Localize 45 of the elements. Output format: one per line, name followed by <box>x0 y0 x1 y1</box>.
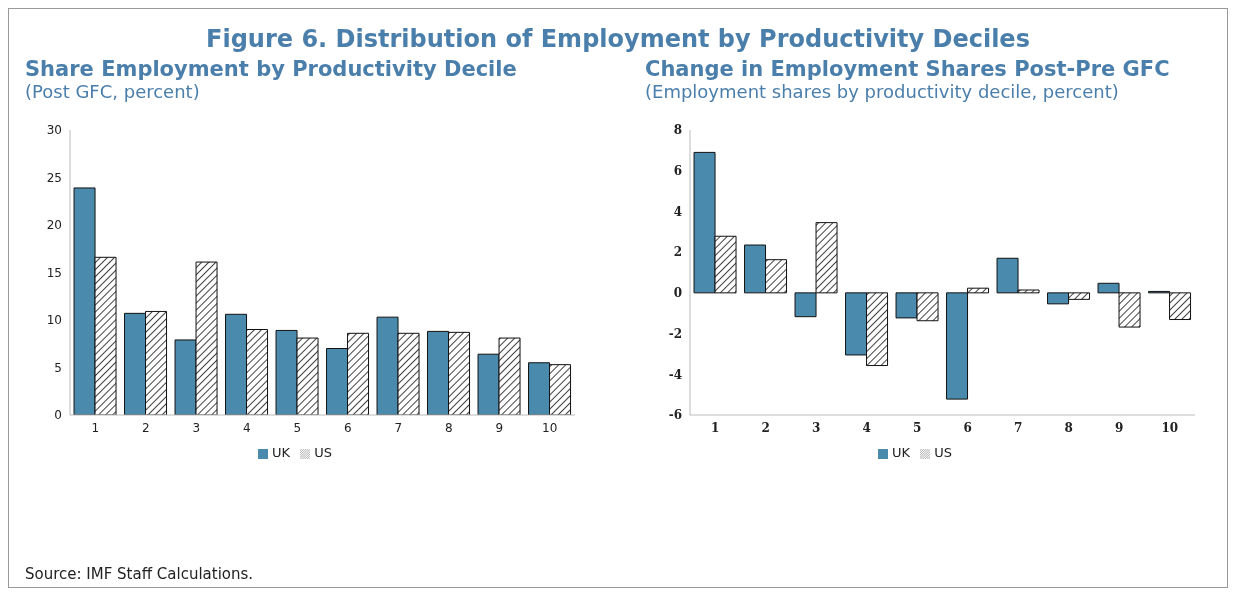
chart-title: Change in Employment Shares Post-Pre GFC <box>645 57 1171 81</box>
y-tick-label: 4 <box>673 204 682 219</box>
x-tick-label: 9 <box>1115 420 1124 435</box>
y-tick-label: 8 <box>673 123 682 138</box>
x-tick-label: 7 <box>1014 420 1023 435</box>
x-tick-label: 10 <box>1161 420 1179 435</box>
y-tick-label: 5 <box>54 360 62 375</box>
chart-title: Share Employment by Productivity Decile <box>25 57 518 81</box>
x-tick-label: 10 <box>542 420 558 435</box>
legend-label: US <box>314 445 332 460</box>
x-tick-label: 5 <box>913 420 922 435</box>
y-tick-label: 6 <box>673 163 682 178</box>
chart-subtitle: (Post GFC, percent) <box>25 81 201 102</box>
legend-label: US <box>934 445 952 460</box>
x-tick-label: 2 <box>761 420 770 435</box>
x-tick-label: 9 <box>495 420 504 435</box>
legend-label: UK <box>892 445 911 460</box>
x-tick-label: 6 <box>343 420 352 435</box>
y-tick-label: 0 <box>673 286 682 301</box>
x-tick-label: 6 <box>963 420 972 435</box>
x-tick-label: 7 <box>394 420 403 435</box>
y-tick-label: 0 <box>54 408 62 423</box>
x-tick-label: 8 <box>1064 420 1073 435</box>
y-tick-label: -6 <box>668 408 682 423</box>
y-tick-label: -2 <box>668 326 682 341</box>
x-tick-label: 4 <box>862 420 871 435</box>
x-tick-label: 3 <box>812 420 821 435</box>
y-tick-label: 25 <box>46 170 62 185</box>
y-tick-label: 20 <box>46 218 62 233</box>
x-tick-label: 4 <box>242 420 251 435</box>
source-note: Source: IMF Staff Calculations. <box>25 565 254 583</box>
y-tick-label: 2 <box>673 245 682 260</box>
legend-label: UK <box>272 445 291 460</box>
x-tick-label: 1 <box>91 420 100 435</box>
x-tick-label: 8 <box>444 420 453 435</box>
x-tick-label: 5 <box>293 420 302 435</box>
x-tick-label: 1 <box>711 420 720 435</box>
y-tick-label: -4 <box>668 367 682 382</box>
chart-subtitle: (Employment shares by productivity decile, percent) <box>645 81 1120 102</box>
text: Figure 6. Distribution of Employment by Productivity Deciles <box>205 25 1031 53</box>
y-tick-label: 30 <box>46 123 62 138</box>
x-tick-label: 3 <box>192 420 201 435</box>
x-tick-label: 2 <box>141 420 150 435</box>
y-tick-label: 10 <box>46 313 62 328</box>
y-tick-label: 15 <box>46 265 62 280</box>
